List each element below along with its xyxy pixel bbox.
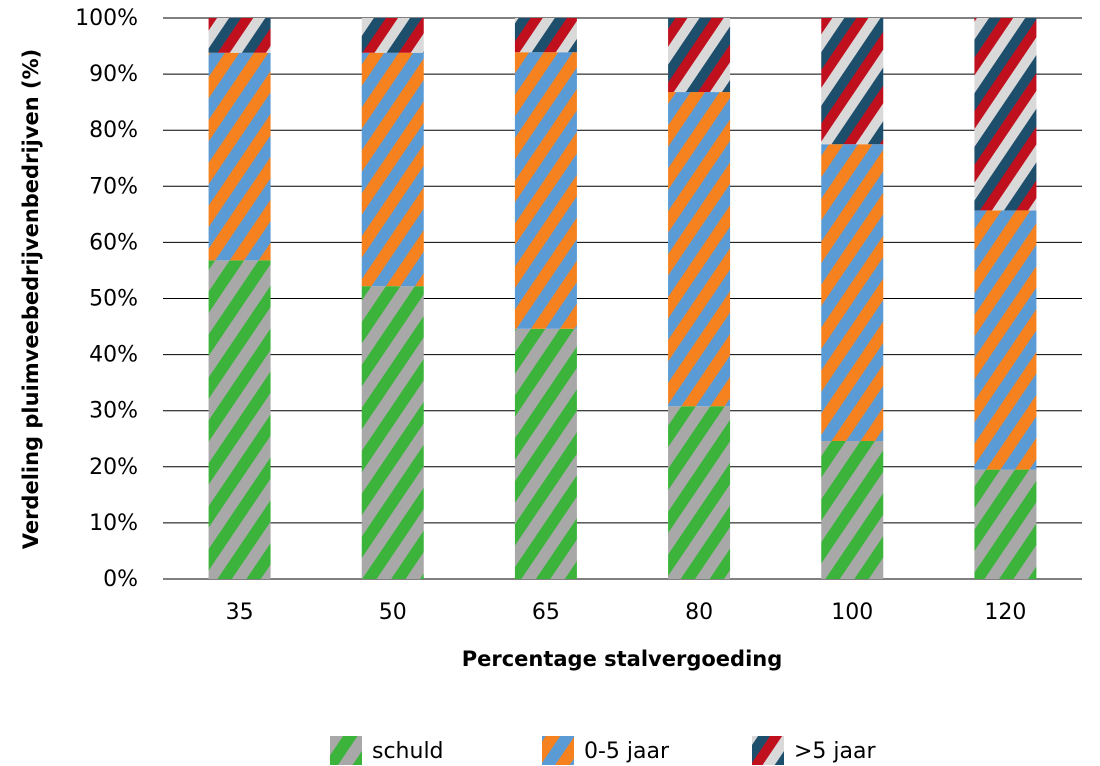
y-tick-label: 10% bbox=[89, 511, 138, 536]
bar-segment bbox=[514, 328, 577, 579]
y-tick-label: 70% bbox=[89, 174, 138, 199]
bar-segment bbox=[821, 18, 884, 145]
y-tick-label: 90% bbox=[89, 62, 138, 87]
x-axis-title: Percentage stalvergoeding bbox=[462, 647, 783, 671]
bar-segment bbox=[361, 286, 424, 579]
legend-label: schuld bbox=[372, 739, 444, 764]
bar-segment bbox=[974, 469, 1037, 579]
bar-segment bbox=[821, 440, 884, 579]
bars bbox=[208, 18, 1037, 579]
bar-segment bbox=[974, 18, 1037, 211]
gridlines bbox=[163, 17, 1082, 580]
y-tick-label: 100% bbox=[75, 6, 138, 31]
legend: schuld 0-5 jaar >5 jaar bbox=[330, 736, 876, 765]
bar-segment bbox=[208, 18, 271, 53]
legend-label: 0-5 jaar bbox=[584, 739, 670, 764]
x-tick-label: 35 bbox=[226, 600, 254, 625]
bar-segment bbox=[514, 18, 577, 53]
y-tick-label: 50% bbox=[89, 287, 138, 312]
legend-swatch bbox=[330, 736, 362, 765]
legend-label: >5 jaar bbox=[794, 739, 876, 764]
y-tick-label: 30% bbox=[89, 399, 138, 424]
bar-segment bbox=[208, 52, 271, 261]
y-tick-label: 60% bbox=[89, 230, 138, 255]
bar-segment bbox=[361, 52, 424, 287]
x-tick-label: 80 bbox=[685, 600, 713, 625]
x-tick-label: 100 bbox=[831, 600, 873, 625]
y-axis-title: Verdeling pluimveebedrijvenbedrijven (%) bbox=[19, 49, 43, 550]
x-tick-label: 120 bbox=[984, 600, 1026, 625]
bar-segment bbox=[361, 18, 424, 53]
legend-swatch bbox=[542, 736, 574, 765]
x-tick-label: 65 bbox=[532, 600, 560, 625]
legend-swatch bbox=[752, 736, 784, 765]
y-tick-label: 40% bbox=[89, 343, 138, 368]
bar-segment bbox=[208, 260, 271, 579]
bar-segment bbox=[821, 144, 884, 441]
bar-segment bbox=[668, 406, 731, 579]
y-tick-label: 0% bbox=[103, 567, 138, 592]
y-tick-label: 20% bbox=[89, 455, 138, 480]
y-tick-labels: 0% 10% 20% 30% 40% 50% 60% 70% 80% 90% 100% bbox=[75, 6, 138, 592]
bar-segment bbox=[514, 52, 577, 329]
y-tick-label: 80% bbox=[89, 118, 138, 143]
bar-segment bbox=[974, 210, 1037, 470]
bar-segment bbox=[668, 92, 731, 407]
bar-segment bbox=[668, 18, 731, 93]
x-tick-label: 50 bbox=[379, 600, 407, 625]
x-tick-labels: 35 50 65 80 100 120 bbox=[226, 600, 1027, 625]
